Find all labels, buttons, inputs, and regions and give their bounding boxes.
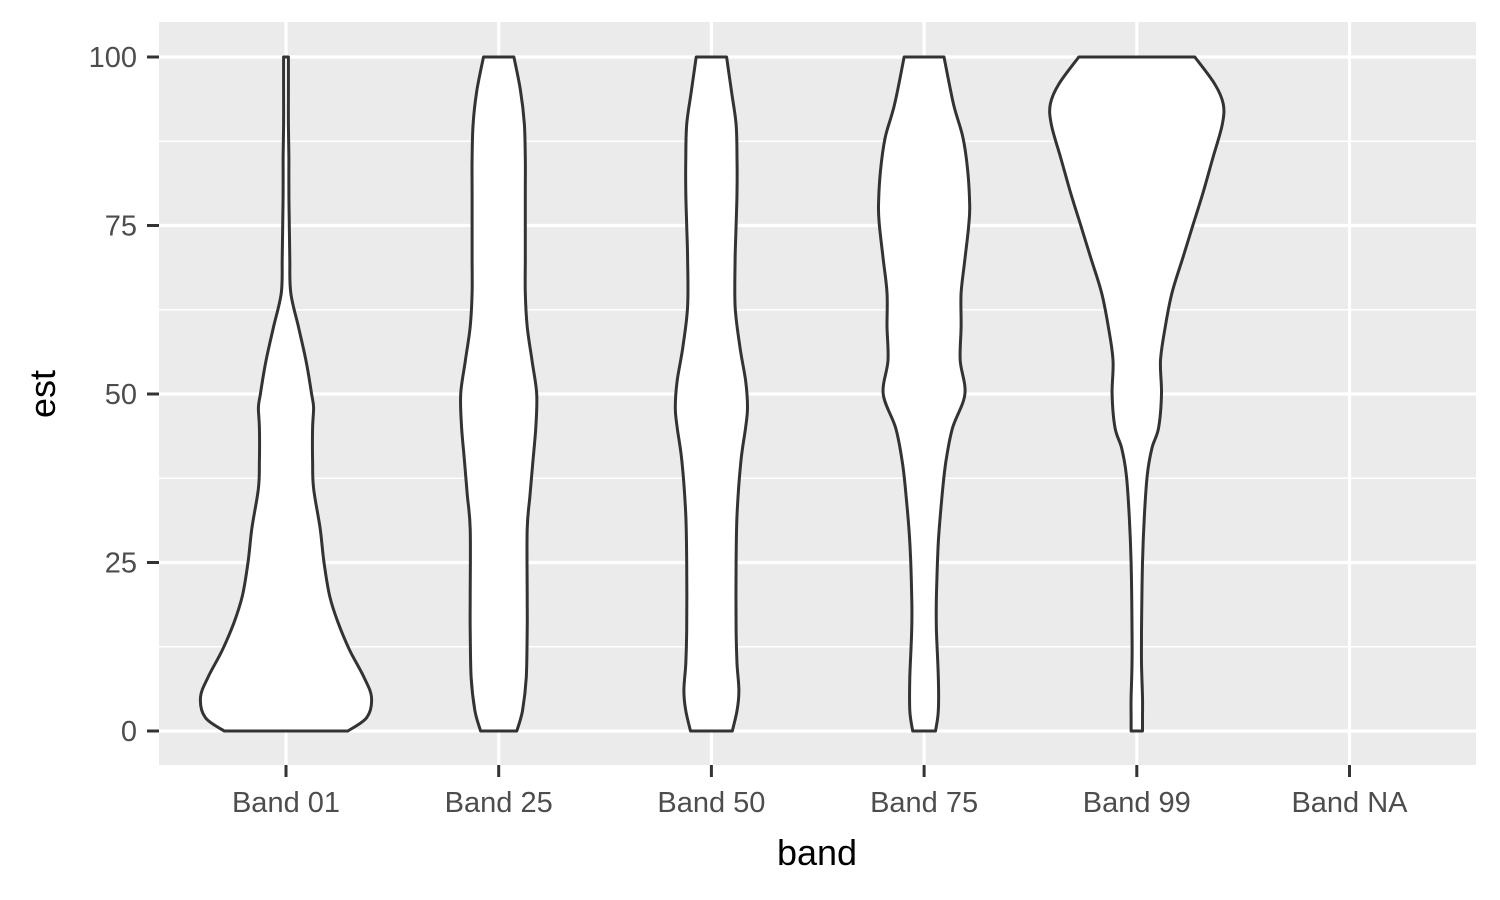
violin-band-99	[1048, 55, 1226, 733]
x-axis-title: band	[777, 832, 857, 873]
y-tick-label: 50	[105, 379, 137, 411]
y-tick-label: 0	[121, 716, 137, 748]
violins	[198, 55, 1226, 733]
x-tick-label: Band NA	[1291, 787, 1408, 819]
minor-grid-lines	[159, 140, 1476, 648]
violin-band-01	[198, 55, 374, 733]
x-tick-label: Band 01	[232, 787, 340, 819]
violin-band-75	[876, 55, 972, 733]
y-tick-label: 100	[89, 42, 137, 74]
x-tick-label: Band 25	[445, 787, 553, 819]
y-tick-label: 25	[105, 548, 137, 580]
x-tick-label: Band 50	[657, 787, 765, 819]
x-tick-label: Band 99	[1083, 787, 1191, 819]
violin-band-25	[459, 55, 539, 733]
y-tick-label: 75	[105, 211, 137, 243]
y-axis: 0 25 50 75 100	[89, 42, 159, 748]
x-tick-label: Band 75	[870, 787, 978, 819]
violin-band-50	[673, 55, 749, 733]
y-axis-title: est	[22, 370, 63, 418]
x-axis: Band 01 Band 25 Band 50 Band 75 Band 99 Band …	[232, 765, 1408, 819]
